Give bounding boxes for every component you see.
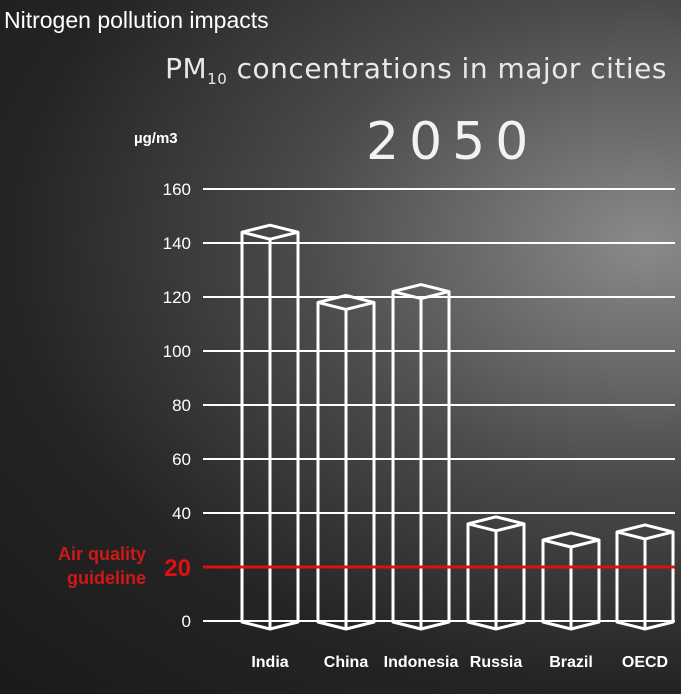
air-quality-guideline: Air quality guideline 20 [58,544,675,588]
x-category-label: India [251,654,288,671]
bar-top [240,223,300,241]
bars [240,223,675,631]
bar [316,293,376,631]
bar [466,515,526,631]
y-tick-label: 0 [182,612,191,631]
bar-top [541,531,601,549]
guideline-label-line1: Air quality [58,544,146,564]
y-axis-ticks: 0 40 60 80 100 120 140 160 [163,180,191,631]
chart-title-suffix: concentrations in major cities [227,52,667,85]
y-tick-label: 140 [163,234,191,253]
video-title: Nitrogen pollution impacts [4,7,269,33]
y-axis-unit-label: µg/m3 [134,130,178,147]
x-category-label: OECD [622,654,668,671]
x-category-label: China [324,654,369,671]
bar [615,523,675,631]
chart-title-prefix: PM [165,52,208,85]
x-category-label: Indonesia [384,654,459,671]
x-axis-labels: India China Indonesia Russia Brazil OECD [251,654,668,671]
bar [541,531,601,631]
y-tick-label: 40 [172,504,191,523]
y-tick-label: 120 [163,288,191,307]
bar-top [615,523,675,541]
guideline-label-line2: guideline [67,568,146,588]
x-category-label: Brazil [549,654,593,671]
x-category-label: Russia [470,654,523,671]
y-tick-label: 80 [172,396,191,415]
bar [240,223,300,631]
chart-subtitle-year: 2050 [366,112,539,172]
grid-lines [203,188,675,622]
bar [391,283,451,631]
y-tick-label: 160 [163,180,191,199]
chart-title: PM10 concentrations in major cities [165,52,667,88]
y-tick-label: 100 [163,342,191,361]
chart-title-subscript: 10 [207,70,228,88]
bar-top [466,515,526,533]
guideline-value-label: 20 [164,555,191,582]
y-tick-label: 60 [172,450,191,469]
